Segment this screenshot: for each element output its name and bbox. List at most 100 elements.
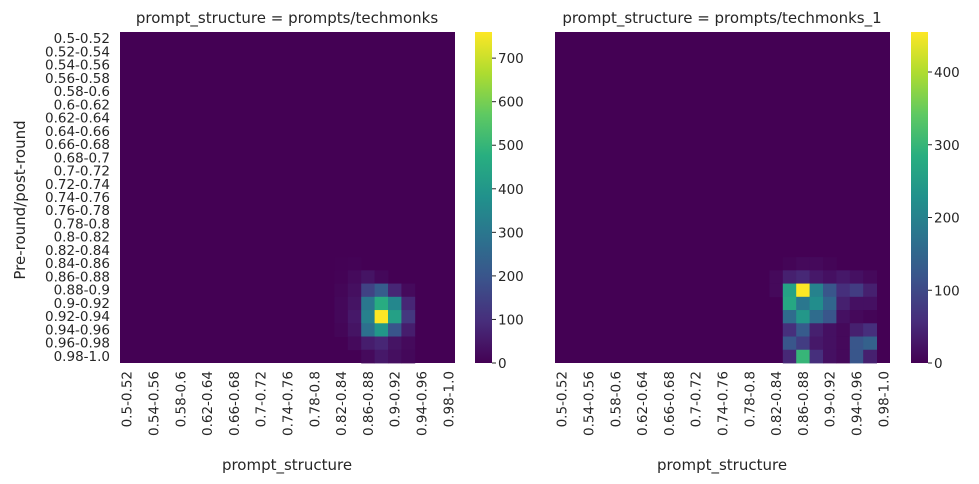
heatmap-cell bbox=[401, 336, 416, 351]
heatmap-cell bbox=[863, 270, 877, 284]
x-tick-label: 0.54-0.56 bbox=[582, 371, 598, 436]
panel-left-colorbar bbox=[475, 32, 492, 363]
heatmap-cell bbox=[374, 336, 389, 351]
heatmap-cell bbox=[374, 323, 389, 337]
panel-right-colorbar bbox=[911, 32, 928, 363]
heatmap-cell bbox=[823, 310, 837, 324]
x-tick-label: 0.5-0.52 bbox=[120, 371, 136, 427]
x-tick-label: 0.74-0.76 bbox=[716, 371, 732, 436]
heatmap-cell bbox=[334, 296, 349, 311]
heatmap-cell bbox=[361, 349, 375, 364]
heatmap-cell bbox=[849, 296, 864, 311]
heatmap-cell bbox=[849, 283, 864, 298]
y-tick-label: 0.98-1.0 bbox=[54, 349, 110, 365]
heatmap-cell bbox=[836, 296, 851, 311]
heatmap-cell bbox=[374, 296, 389, 311]
y-tick-label: 0.6-0.62 bbox=[54, 97, 110, 113]
x-tick-label: 0.98-1.0 bbox=[876, 371, 892, 427]
heatmap-cell bbox=[836, 349, 851, 364]
heatmap-cell bbox=[809, 349, 824, 364]
x-tick-label: 0.82-0.84 bbox=[334, 371, 350, 436]
heatmap-cell bbox=[401, 323, 416, 337]
heatmap-cell bbox=[796, 296, 810, 311]
heatmap-cell bbox=[796, 283, 810, 298]
heatmap-cell bbox=[809, 336, 824, 351]
heatmap-cell bbox=[809, 310, 824, 324]
heatmap-cell bbox=[796, 310, 810, 324]
y-tick-label: 0.62-0.64 bbox=[45, 111, 110, 127]
colorbar-tick-label: 200 bbox=[498, 269, 524, 285]
colorbar-tick-label: 600 bbox=[498, 95, 524, 111]
y-tick-label: 0.9-0.92 bbox=[54, 296, 110, 312]
x-tick-label: 0.58-0.6 bbox=[608, 371, 624, 427]
panel-left-x-label: prompt_structure bbox=[222, 456, 352, 475]
y-tick-label: 0.88-0.9 bbox=[54, 283, 110, 299]
x-tick-label: 0.86-0.88 bbox=[361, 371, 377, 436]
y-tick-label: 0.8-0.82 bbox=[54, 230, 110, 246]
x-tick-label: 0.66-0.68 bbox=[662, 371, 678, 436]
y-tick-label: 0.5-0.52 bbox=[54, 31, 110, 47]
y-tick-label: 0.54-0.56 bbox=[45, 58, 110, 74]
y-tick-label: 0.68-0.7 bbox=[54, 150, 110, 166]
heatmap-cell bbox=[863, 349, 877, 364]
y-tick-label: 0.84-0.86 bbox=[45, 256, 110, 272]
x-tick-label: 0.54-0.56 bbox=[147, 371, 163, 436]
heatmap-cell bbox=[769, 270, 784, 284]
heatmap-cell bbox=[849, 323, 864, 337]
heatmap-cell bbox=[347, 257, 362, 271]
heatmap-cell bbox=[823, 296, 837, 311]
heatmap-cell bbox=[361, 296, 375, 311]
heatmap-cell bbox=[388, 296, 402, 311]
heatmap-cell bbox=[374, 283, 389, 298]
heatmap-cell bbox=[334, 283, 349, 298]
x-tick-label: 0.94-0.96 bbox=[850, 371, 866, 436]
colorbar-tick-label: 0 bbox=[498, 356, 507, 372]
x-tick-label: 0.7-0.72 bbox=[689, 371, 705, 427]
heatmap-cell bbox=[347, 296, 362, 311]
x-tick-label: 0.7-0.72 bbox=[254, 371, 270, 427]
y-tick-label: 0.92-0.94 bbox=[45, 309, 110, 325]
heatmap-cell bbox=[374, 310, 389, 324]
heatmap-cell bbox=[361, 336, 375, 351]
heatmap-cell bbox=[823, 336, 837, 351]
heatmap-cell bbox=[823, 349, 837, 364]
heatmap-cell bbox=[334, 310, 349, 324]
heatmap-cell bbox=[849, 336, 864, 351]
panel-left-colorbar-ticks: 0 100 200 300 400 500 600 700 bbox=[492, 51, 524, 372]
heatmap-cell bbox=[863, 283, 877, 298]
colorbar-tick-label: 100 bbox=[934, 283, 960, 299]
y-tick-label: 0.78-0.8 bbox=[54, 216, 110, 232]
heatmap-cell bbox=[388, 323, 402, 337]
heatmap-cell bbox=[401, 283, 416, 298]
heatmap-cell bbox=[836, 323, 851, 337]
heatmap-cell bbox=[782, 257, 797, 271]
heatmap-cell bbox=[388, 310, 402, 324]
y-tick-label: 0.76-0.78 bbox=[45, 203, 110, 219]
heatmap-cell bbox=[388, 283, 402, 298]
heatmap-cell bbox=[334, 270, 349, 284]
heatmap-cell bbox=[849, 270, 864, 284]
heatmap-cell bbox=[809, 257, 824, 271]
heatmap-cell bbox=[836, 336, 851, 351]
y-tick-label: 0.58-0.6 bbox=[54, 84, 110, 100]
panel-right-x-label: prompt_structure bbox=[657, 456, 787, 475]
panel-right-colorbar-ticks: 0 100 200 300 400 bbox=[928, 65, 960, 372]
heatmap-cell bbox=[863, 336, 877, 351]
y-tick-label: 0.74-0.76 bbox=[45, 190, 110, 206]
colorbar-tick-label: 700 bbox=[498, 51, 524, 67]
heatmap-cell bbox=[361, 283, 375, 298]
y-tick-label: 0.64-0.66 bbox=[45, 124, 110, 140]
y-tick-label: 0.56-0.58 bbox=[45, 71, 110, 87]
heatmap-cell bbox=[401, 296, 416, 311]
panel-right-cells bbox=[555, 32, 890, 364]
heatmap-cell bbox=[863, 310, 877, 324]
x-tick-label: 0.62-0.64 bbox=[200, 371, 216, 436]
heatmap-cell bbox=[374, 270, 389, 284]
heatmap-cell bbox=[863, 296, 877, 311]
heatmap-cell bbox=[836, 310, 851, 324]
x-tick-label: 0.62-0.64 bbox=[635, 371, 651, 436]
panel-right: prompt_structure = prompts/techmonks_1 0… bbox=[555, 9, 960, 475]
x-tick-label: 0.66-0.68 bbox=[227, 371, 243, 436]
heatmap-cell bbox=[863, 323, 877, 337]
colorbar-tick-label: 200 bbox=[934, 211, 960, 227]
